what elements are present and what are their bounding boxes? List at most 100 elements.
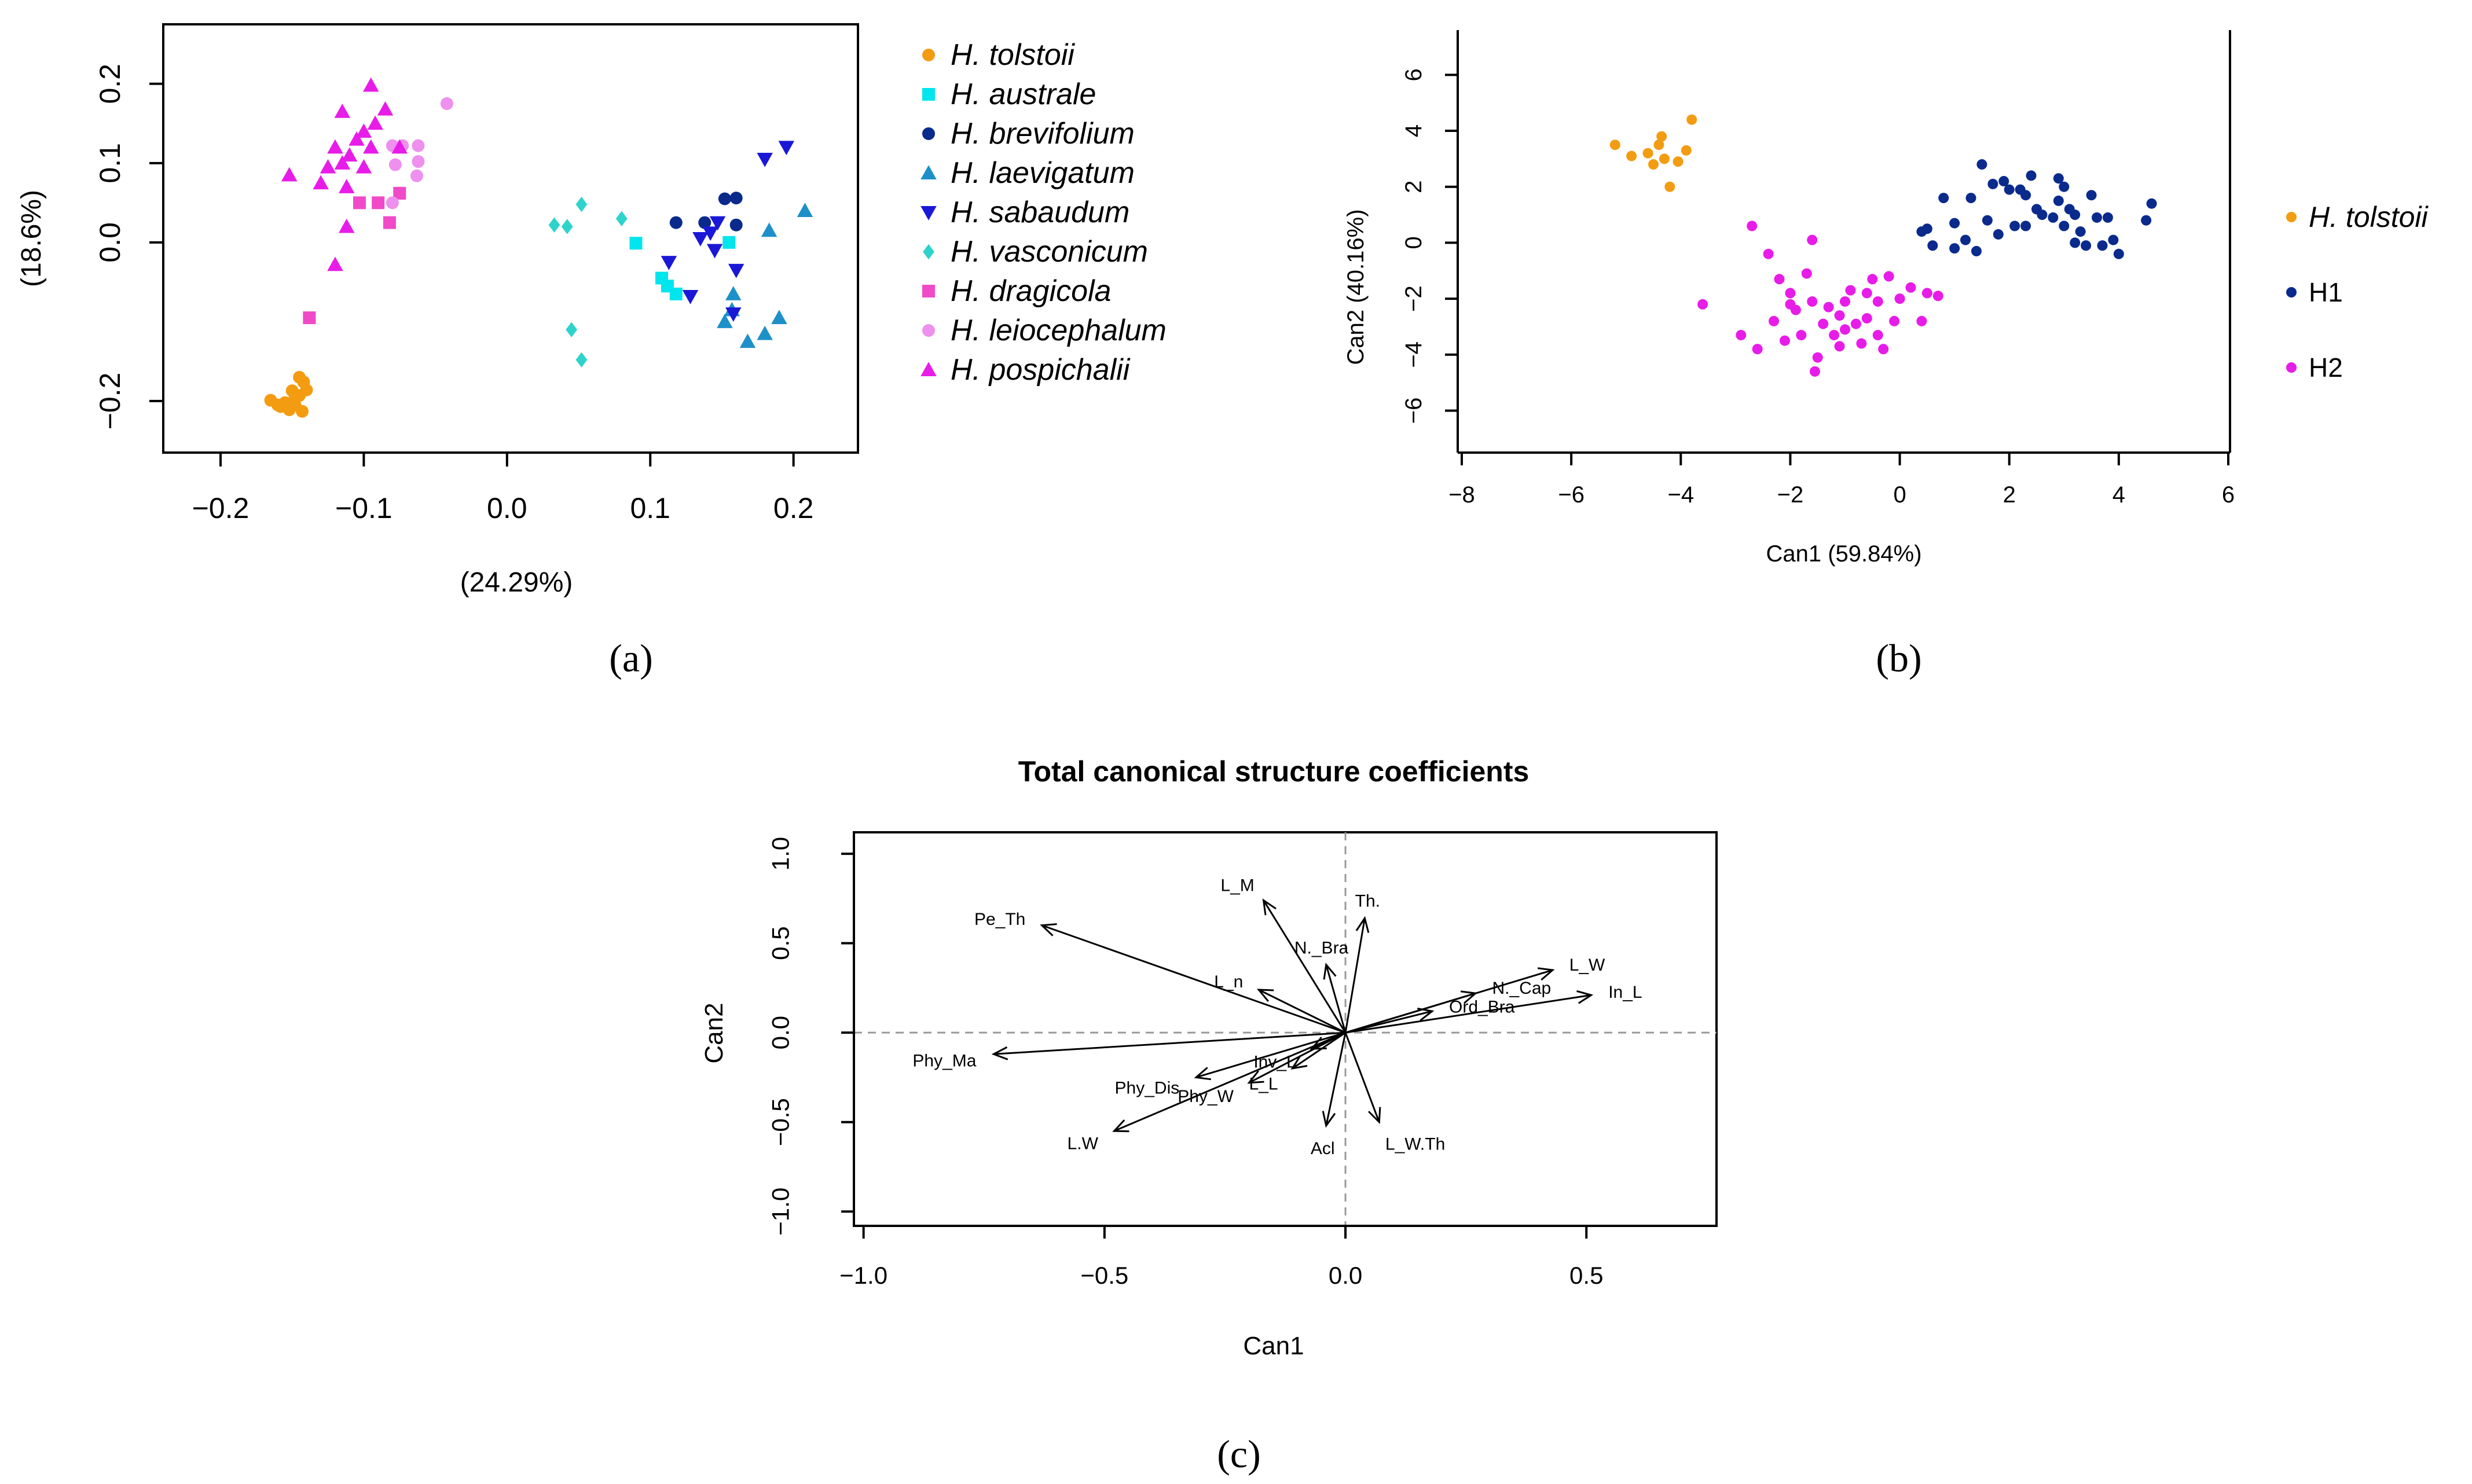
panel-c-vector-label: Phy_W <box>1178 1087 1234 1106</box>
panel-b-point <box>2070 237 2081 248</box>
panel-b-point <box>1812 352 1823 363</box>
panel-b-point <box>2113 248 2124 259</box>
panel-b-point <box>2092 212 2103 223</box>
panel-b-point <box>1840 296 1850 307</box>
panel-c-y-tick-label: −0.5 <box>767 1098 794 1146</box>
panel-c-vector-Th. <box>1344 918 1366 1033</box>
panel-c-vector-L_n <box>1258 989 1346 1034</box>
panel-b-point <box>1872 329 1883 340</box>
panel-b-label: (b) <box>1876 636 1921 680</box>
panel-b-point <box>2053 195 2064 206</box>
panel-a-legend-marker <box>922 127 935 140</box>
panel-a-point <box>327 139 343 154</box>
panel-a-point <box>355 123 372 138</box>
panel-a-point <box>410 169 423 182</box>
panel-b-point <box>1921 223 1932 234</box>
panel-b-point <box>1856 338 1867 349</box>
panel-a-point <box>757 325 773 340</box>
panel-c-vector-label: Ord_Bra <box>1449 997 1515 1016</box>
panel-c-y-tick-label: 0.0 <box>767 1016 794 1049</box>
panel-c-arrowhead <box>1247 1070 1264 1084</box>
panel-a-legend-entry: H. laevigatum <box>951 156 1135 190</box>
panel-a-point <box>440 97 453 111</box>
panel-b-point <box>1889 315 1900 326</box>
panel-b-x-tick-label: −8 <box>1448 482 1475 508</box>
panel-c-arrowhead <box>1112 1119 1129 1133</box>
panel-b-point <box>1834 341 1845 352</box>
panel-b-point <box>1829 329 1840 340</box>
panel-a-data-points <box>264 77 813 418</box>
panel-b-point <box>2009 221 2020 232</box>
panel-b-x-tick-label: 4 <box>2112 482 2125 508</box>
panel-b-point <box>1763 248 1774 259</box>
panel-a-point <box>778 141 795 156</box>
panel-a-point <box>271 398 284 412</box>
panel-a-point <box>706 244 723 259</box>
panel-b-point <box>1834 310 1845 321</box>
panel-a-point <box>682 290 699 304</box>
panel-b-point <box>1987 178 1998 189</box>
panel-a-label: (a) <box>609 636 652 680</box>
panel-c-vector-L.W <box>1113 1031 1346 1132</box>
panel-a-point <box>615 211 628 226</box>
panel-b-y-tick-label: −4 <box>1401 341 1426 368</box>
panel-b-point <box>1807 234 1818 245</box>
panel-c-vector-label: L_W <box>1569 956 1605 975</box>
panel-a-legend: H. tolstoii H. australe H. brevifolium H. l… <box>920 38 1167 387</box>
panel-a-legend-marker <box>923 244 934 260</box>
panel-a-y-tick-label: 0.1 <box>94 143 126 183</box>
panel-c-vector-N._Bra <box>1325 964 1347 1033</box>
panel-c-vector-label: Pe_Th <box>974 910 1025 929</box>
panel-c-vector-label: Th. <box>1355 891 1380 910</box>
panel-c-vector-label: Acl <box>1311 1139 1335 1158</box>
panel-a-point <box>757 152 773 167</box>
panel-c-vector-L_W <box>1345 969 1553 1034</box>
panel-c-biplot: Total canonical structure coefficients −… <box>700 755 1718 1476</box>
panel-a-y-tick-label: 0.2 <box>94 64 126 104</box>
panel-a-y-tick-label: −0.2 <box>94 373 126 430</box>
panel-b-point <box>1861 313 1872 324</box>
panel-c-arrowhead <box>1262 898 1277 916</box>
panel-a-legend-entry: H. australe <box>951 78 1096 111</box>
panel-b-point <box>1774 274 1785 285</box>
panel-c-arrowhead <box>1194 1067 1211 1081</box>
panel-a-point <box>725 286 742 300</box>
panel-c-vector-Pe_Th <box>1041 924 1346 1034</box>
panel-c-arrowhead <box>1256 989 1274 1002</box>
panel-a-point <box>391 139 408 154</box>
panel-a-y-tick-label: 0.0 <box>94 222 126 263</box>
panel-a-point <box>338 179 355 193</box>
panel-c-vector-label: Phy_Ma <box>912 1052 976 1071</box>
panel-c-y-tick-label: 1.0 <box>767 837 794 870</box>
panel-b-data-points <box>1609 114 2157 377</box>
panel-b-point <box>1840 324 1850 335</box>
panel-b-point <box>1861 288 1872 299</box>
panel-b-point <box>1656 131 1667 142</box>
panel-b-x-tick-label: −6 <box>1558 482 1585 508</box>
panel-b-point <box>1769 315 1780 326</box>
panel-c-vector-Phy_Ma <box>993 1031 1346 1055</box>
panel-a-point <box>761 222 777 237</box>
panel-a-point <box>669 287 683 300</box>
panel-a-point <box>661 256 677 270</box>
panel-c-y-axis: −1.0 −0.5 0.0 0.5 1.0 <box>767 837 855 1236</box>
panel-a-point <box>797 203 813 218</box>
panel-b-point <box>1823 302 1834 313</box>
panel-b-y-label: Can2 (40.16%) <box>1343 209 1369 365</box>
panel-c-arrowhead <box>1310 1037 1327 1050</box>
panel-b-point <box>1664 181 1675 192</box>
panel-b-point <box>1809 366 1820 377</box>
panel-b-y-tick-label: 4 <box>1401 124 1426 137</box>
panel-a-point <box>281 167 298 182</box>
panel-c-arrowhead <box>1355 916 1370 933</box>
panel-a-legend-marker <box>920 206 937 221</box>
panel-b-point <box>1927 240 1938 251</box>
panel-b-point <box>1801 268 1812 279</box>
panel-a-point <box>669 216 683 229</box>
panel-b-point <box>1938 193 1949 204</box>
panel-b-point <box>1681 145 1692 156</box>
panel-b-point <box>1736 329 1747 340</box>
panel-a-point <box>412 155 425 168</box>
